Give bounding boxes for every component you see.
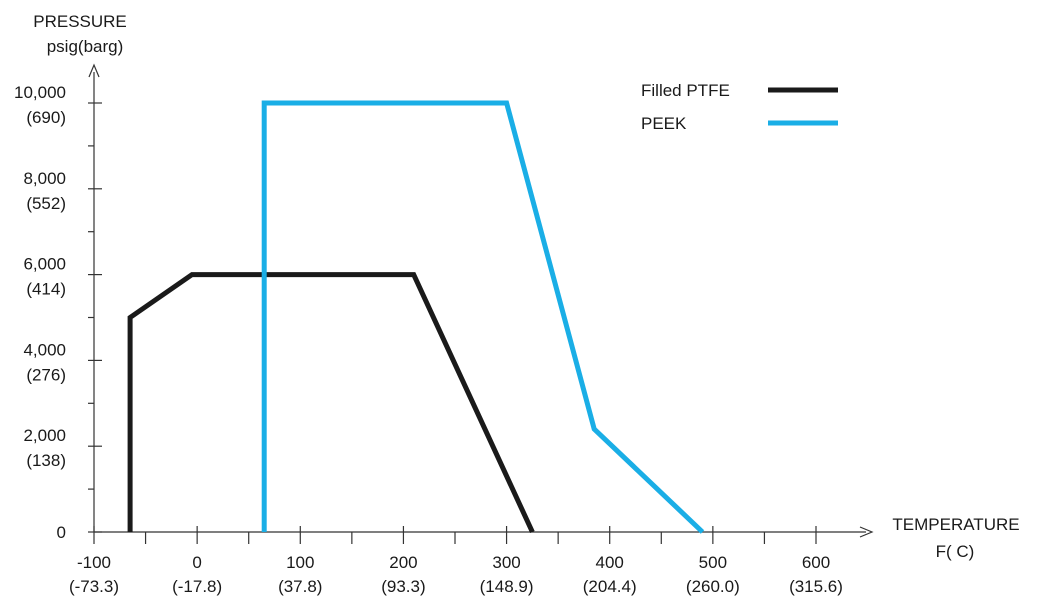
x-tick-sublabel: (-73.3) bbox=[69, 577, 119, 596]
x-tick-label: 500 bbox=[699, 553, 727, 572]
y-tick-sublabel: (414) bbox=[26, 280, 66, 299]
y-axis-title-line2: psig(barg) bbox=[47, 37, 124, 56]
axis-ticks: -100 (-73.3) 0 (-17.8) 100 (37.8) 200 (93.3) 300… bbox=[14, 83, 843, 596]
x-axis-title-line1: TEMPERATURE bbox=[892, 515, 1019, 534]
x-tick-sublabel: (37.8) bbox=[278, 577, 322, 596]
y-tick-label: 10,000 bbox=[14, 83, 66, 102]
y-tick-sublabel: (276) bbox=[26, 365, 66, 384]
x-tick-label: 300 bbox=[492, 553, 520, 572]
legend: Filled PTFE PEEK bbox=[641, 81, 838, 133]
y-tick-label: 8,000 bbox=[23, 169, 66, 188]
series-lines bbox=[127, 100, 705, 534]
x-tick-sublabel: (315.6) bbox=[789, 577, 843, 596]
series-line-filled-ptfe bbox=[127, 272, 535, 534]
y-tick-sublabel: (138) bbox=[26, 451, 66, 470]
x-axis-arrow bbox=[859, 526, 874, 538]
y-tick-label: 0 bbox=[57, 523, 66, 542]
x-tick-sublabel: (148.9) bbox=[480, 577, 534, 596]
x-tick-sublabel: (260.0) bbox=[686, 577, 740, 596]
x-tick-label: 200 bbox=[389, 553, 417, 572]
x-tick-sublabel: (204.4) bbox=[583, 577, 637, 596]
y-tick-label: 6,000 bbox=[23, 255, 66, 274]
x-tick-label: 400 bbox=[596, 553, 624, 572]
y-axis-title-line1: PRESSURE bbox=[33, 12, 127, 31]
y-axis-arrow bbox=[88, 63, 100, 78]
x-tick-sublabel: (-17.8) bbox=[172, 577, 222, 596]
x-tick-label: 0 bbox=[192, 553, 201, 572]
x-tick-label: -100 bbox=[77, 553, 111, 572]
series-line-peek bbox=[261, 100, 705, 534]
x-tick-label: 600 bbox=[802, 553, 830, 572]
legend-label: PEEK bbox=[641, 114, 687, 133]
y-tick-sublabel: (690) bbox=[26, 108, 66, 127]
legend-label: Filled PTFE bbox=[641, 81, 730, 100]
x-tick-label: 100 bbox=[286, 553, 314, 572]
y-tick-label: 2,000 bbox=[23, 426, 66, 445]
x-tick-sublabel: (93.3) bbox=[381, 577, 425, 596]
y-tick-label: 4,000 bbox=[23, 340, 66, 359]
y-tick-sublabel: (552) bbox=[26, 194, 66, 213]
x-axis-title-line2: F( C) bbox=[936, 542, 975, 561]
